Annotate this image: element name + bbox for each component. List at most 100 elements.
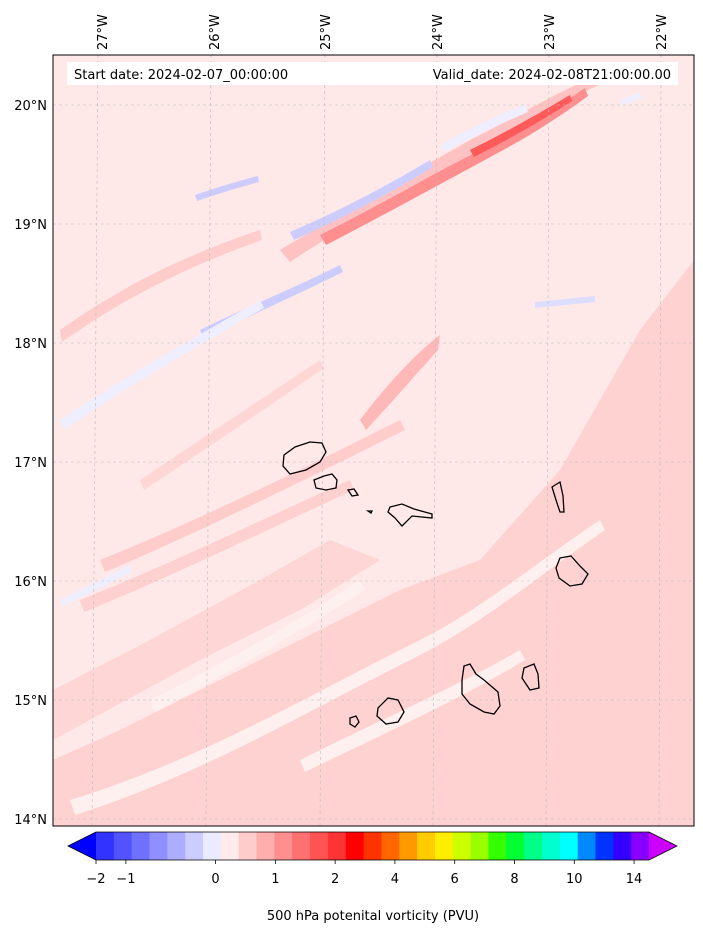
pv-jet-core	[320, 88, 588, 245]
pv-negative-light	[60, 565, 132, 607]
colorbar-cell	[506, 832, 525, 860]
colorbar-cell	[559, 832, 579, 860]
colorbar-extend-low	[68, 832, 96, 860]
map-frame	[52, 54, 695, 827]
lat-label: 17°N	[14, 456, 47, 471]
lon-label: 26°W	[208, 14, 223, 50]
colorbar-tick-label: 0	[211, 872, 219, 887]
lat-labels: 20°N 19°N 18°N 17°N 16°N 15°N 14°N	[14, 99, 47, 828]
colorbar-cell	[292, 832, 311, 860]
gridlines	[53, 55, 694, 826]
gridline-lon	[205, 55, 212, 826]
island-santiago	[461, 663, 501, 715]
island-branco	[365, 510, 374, 514]
pv-negative-streak	[290, 160, 433, 240]
pv-streak-pink	[80, 480, 354, 612]
colorbar-cell	[327, 832, 347, 860]
colorbar-cell	[417, 832, 436, 860]
pv-negative-streak	[535, 296, 595, 308]
island-maio	[521, 663, 540, 691]
colorbar-cell	[310, 832, 329, 860]
island-sao-nicolau	[387, 503, 433, 527]
colorbar-cell	[96, 832, 115, 860]
lon-label: 22°W	[655, 14, 670, 50]
pv-negative-streak	[195, 176, 259, 201]
colorbar-tick-label: 8	[510, 872, 518, 887]
pv-streak-pink	[360, 335, 440, 430]
colorbar-cell	[363, 832, 382, 860]
pv-region-low	[53, 260, 694, 826]
colorbar-tick-label: −1	[116, 872, 135, 887]
colorbar-cell	[452, 832, 472, 860]
pv-negative-light	[60, 300, 264, 430]
pv-streak-white	[300, 650, 525, 772]
colorbar-cell	[613, 832, 632, 860]
colorbar-tick-label: 14	[626, 872, 643, 887]
pv-negative-light	[620, 92, 642, 106]
pv-region-sw	[53, 540, 380, 740]
colorbar-tick-label: 4	[391, 872, 399, 887]
colorbar-cell	[149, 832, 168, 860]
lat-label: 14°N	[14, 813, 47, 828]
colorbar-label: 500 hPa potenital vorticity (PVU)	[267, 909, 479, 924]
lon-label: 24°W	[431, 14, 446, 50]
colorbar-cell	[381, 832, 400, 860]
pv-streak-pink	[140, 360, 324, 490]
colorbar-extend-high	[649, 832, 677, 860]
pv-streak-pink	[60, 230, 262, 342]
lat-label: 19°N	[14, 218, 47, 233]
colorbar-cell	[220, 832, 240, 860]
colorbar: −2 −1 0 1 2 4 6 8 10 14 500 hPa potenital vortici…	[67, 831, 678, 924]
lon-labels: 27°W 26°W 25°W 24°W 23°W 22°W	[96, 14, 670, 50]
colorbar-cell	[238, 832, 257, 860]
pv-negative-light	[440, 104, 528, 152]
gridline-lon	[658, 55, 662, 826]
colorbar-cell	[185, 832, 204, 860]
start-date-label: Start date: 2024-02-07_00:00:00	[74, 68, 288, 83]
lat-label: 18°N	[14, 337, 47, 352]
colorbar-cell	[541, 832, 561, 860]
island-santo-antao	[282, 441, 327, 475]
lon-label: 23°W	[543, 14, 558, 50]
gridline-lon	[432, 55, 438, 826]
colorbar-cell	[131, 832, 150, 860]
colorbar-cell	[345, 832, 364, 860]
colorbar-cell	[595, 832, 614, 860]
island-fogo	[376, 697, 405, 725]
colorbar-cell	[524, 832, 543, 860]
colorbar-cell	[274, 832, 293, 860]
colorbar-tick-label: 2	[331, 872, 339, 887]
colorbar-cell	[113, 832, 133, 860]
gridline-lon	[545, 55, 550, 826]
map-panel: Start date: 2024-02-07_00:00:00 Valid_da…	[52, 54, 695, 827]
colorbar-cell	[631, 832, 650, 860]
pv-streak-white	[70, 520, 605, 815]
lat-label: 15°N	[14, 694, 47, 709]
lat-label: 20°N	[14, 99, 47, 114]
pv-streak-white	[150, 580, 365, 712]
colorbar-cell	[167, 832, 186, 860]
island-brava	[349, 715, 360, 728]
colorbar-cell	[256, 832, 275, 860]
valid-date-label: Valid_date: 2024-02-08T21:00:00.00	[433, 68, 671, 83]
lat-label: 16°N	[14, 575, 47, 590]
colorbar-cell	[577, 832, 596, 860]
colorbar-cell	[203, 832, 222, 860]
colorbar-tick-label: 10	[566, 872, 583, 887]
lon-label: 27°W	[96, 14, 111, 50]
colorbar-tick-label: −2	[86, 872, 105, 887]
pv-streak-pink	[100, 420, 405, 572]
island-sao-vicente	[313, 473, 338, 491]
island-boa-vista	[555, 555, 589, 587]
pv-jet-core-max	[470, 95, 572, 157]
coastlines	[282, 441, 589, 728]
lon-label: 25°W	[319, 14, 334, 50]
island-sal	[551, 480, 565, 513]
gridline-lon	[91, 55, 99, 826]
pv-field	[53, 75, 694, 826]
colorbar-cell	[470, 832, 489, 860]
colorbar-cell	[434, 832, 454, 860]
colorbar-cell	[399, 832, 418, 860]
colorbar-tick-label: 1	[271, 872, 279, 887]
